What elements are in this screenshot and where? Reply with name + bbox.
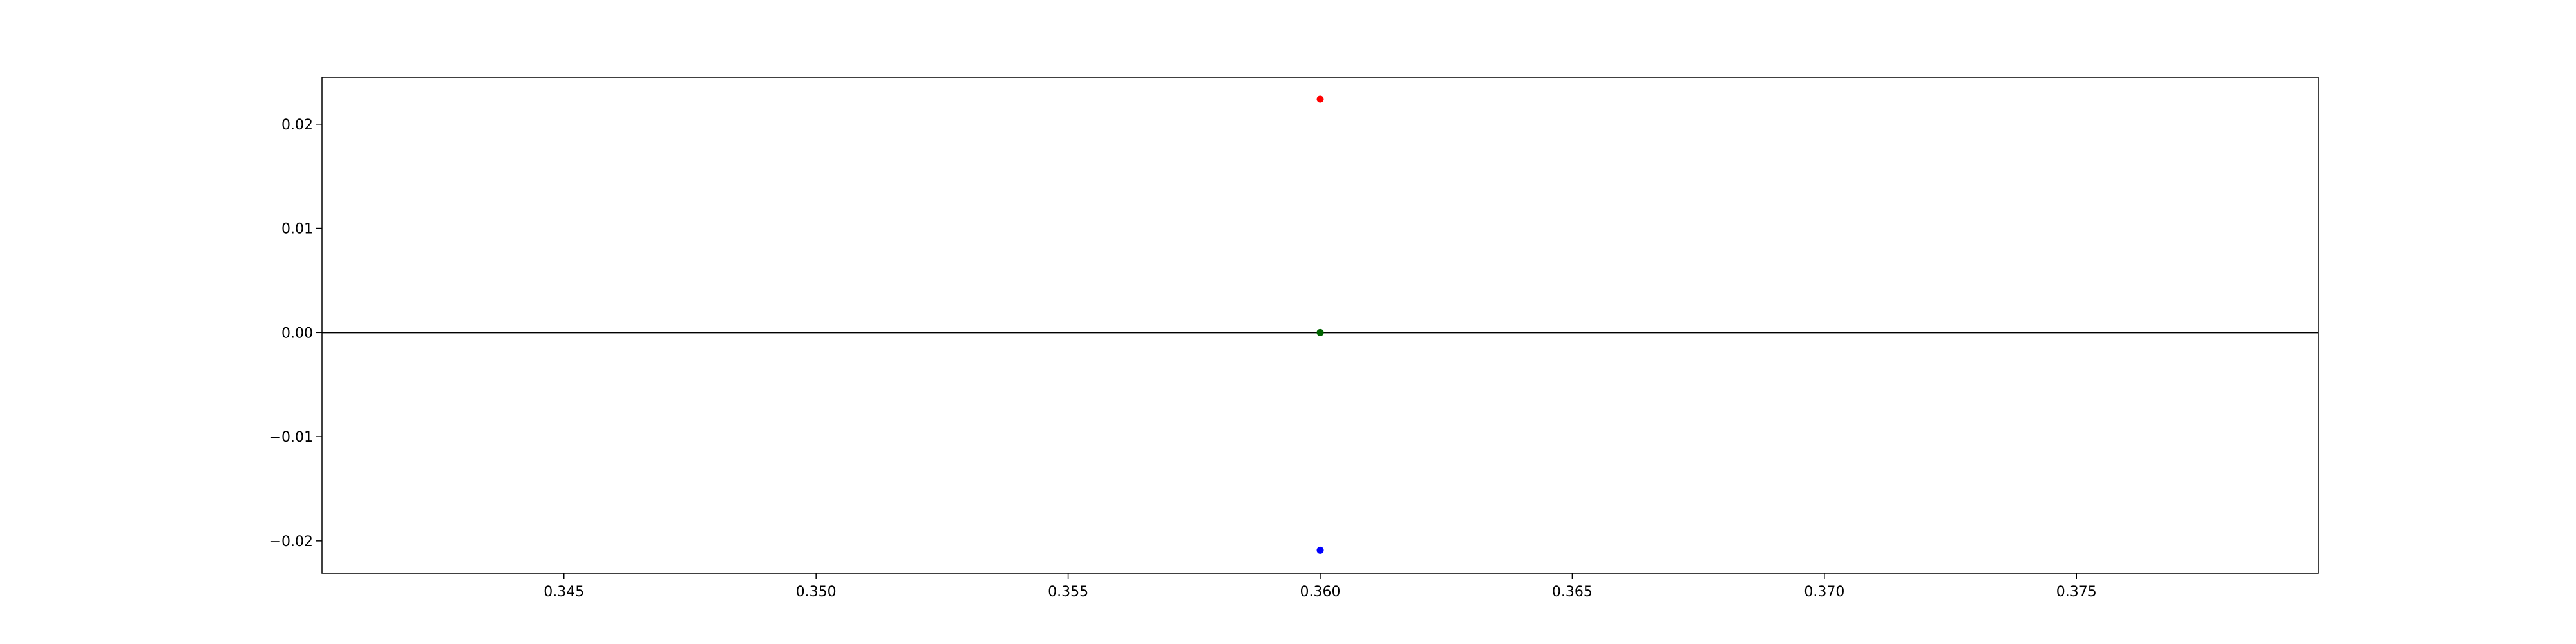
plot-area	[322, 77, 2318, 573]
x-tick-label: 0.345	[544, 584, 584, 600]
x-tick-label: 0.355	[1048, 584, 1088, 600]
data-point	[1316, 546, 1324, 554]
x-tick-label: 0.375	[2056, 584, 2097, 600]
x-tick-label: 0.365	[1552, 584, 1593, 600]
y-tick-label: 0.02	[281, 117, 313, 133]
y-tick-label: −0.01	[270, 430, 313, 446]
data-point	[1316, 328, 1324, 336]
x-tick-label: 0.370	[1804, 584, 1844, 600]
plot-frame	[321, 77, 2319, 574]
x-tick-label: 0.350	[796, 584, 837, 600]
x-tick-label: 0.360	[1300, 584, 1341, 600]
y-tick-label: 0.01	[281, 222, 313, 238]
data-point	[1316, 95, 1324, 103]
y-tick-label: −0.02	[270, 534, 313, 550]
y-tick-label: 0.00	[281, 325, 313, 341]
